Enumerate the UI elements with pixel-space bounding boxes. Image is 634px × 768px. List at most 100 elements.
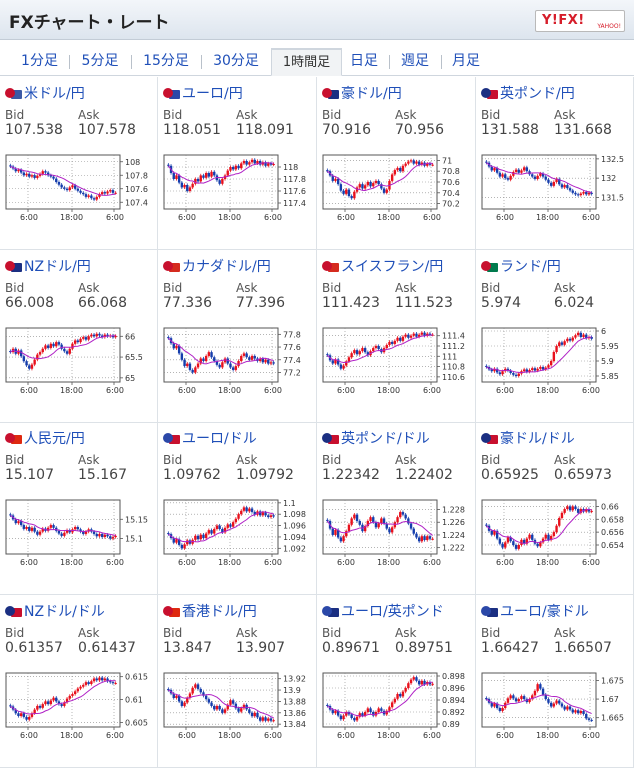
pair-link[interactable]: カナダドル/円 [163, 257, 271, 275]
tab-divider [131, 55, 132, 69]
candle-body [517, 169, 520, 173]
candle-body [331, 175, 334, 181]
pair-link[interactable]: 英ポンド/円 [481, 84, 575, 102]
mini-candlestick-chart[interactable]: 65.955.95.856:00 18:00 6:00 [480, 326, 628, 410]
x-tick-label: 6:00 [582, 213, 600, 222]
candle-body [536, 543, 539, 547]
tab-30min[interactable]: 30分足 [213, 53, 259, 69]
tab-weekly[interactable]: 週足 [401, 53, 429, 69]
x-tick-label: 6:00 [106, 213, 124, 222]
pair-link[interactable]: スイスフラン/円 [322, 257, 443, 275]
tab-daily[interactable]: 日足 [350, 53, 378, 69]
y-tick-label: 1.096 [283, 522, 306, 531]
candle-body [585, 713, 588, 719]
x-tick-label: 6:00 [337, 213, 355, 222]
candle-body [420, 536, 424, 542]
pair-link[interactable]: 英ポンド/ドル [322, 429, 430, 447]
ask-value: 70.956 [395, 122, 444, 138]
page-title: FXチャート・レート [9, 13, 170, 33]
candle-body [111, 335, 115, 338]
candle-body [87, 195, 90, 197]
tab-1min[interactable]: 1分足 [21, 53, 58, 69]
pair-link[interactable]: NZドル/円 [5, 257, 91, 275]
mini-candlestick-chart[interactable]: 15.15 15.1 6:00 18:00 6:00 [4, 498, 152, 582]
y-tick-label: 117.4 [283, 199, 306, 208]
flag-quote-icon [487, 435, 498, 444]
y-tick-label: 13.9 [283, 686, 301, 695]
flag-base-icon [322, 433, 332, 443]
x-tick-label: 18:00 [60, 213, 83, 222]
tab-monthly[interactable]: 月足 [452, 53, 480, 69]
candle-body [426, 333, 429, 336]
candle-body [509, 175, 512, 180]
yjfx-logo[interactable]: Y!FX! YAHOO! [535, 10, 625, 32]
moving-average-line [10, 166, 116, 196]
pair-link[interactable]: 米ドル/円 [5, 84, 85, 102]
y-tick-label: 70.4 [442, 189, 460, 198]
candle-body [380, 184, 383, 189]
tab-5min[interactable]: 5分足 [81, 53, 119, 69]
candle-body [84, 682, 88, 685]
y-tick-label: 5.9 [601, 357, 614, 366]
candle-body [41, 528, 44, 532]
tab-1hour[interactable]: 1時間足 [271, 48, 342, 76]
pair-link[interactable]: ユーロ/円 [163, 84, 243, 102]
pair-link[interactable]: ユーロ/英ポンド [322, 602, 444, 620]
pair-link[interactable]: 香港ドル/円 [163, 602, 257, 620]
y-tick-label: 77.4 [283, 356, 301, 365]
candle-body [544, 694, 547, 700]
pair-name: NZドル/ドル [24, 604, 105, 620]
candle-body [82, 684, 85, 687]
x-tick-label: 6:00 [178, 386, 196, 395]
y-tick-label: 0.615 [125, 673, 148, 682]
candle-body [558, 178, 561, 185]
pair-link[interactable]: ランド/円 [481, 257, 561, 275]
candle-body [358, 713, 361, 717]
currency-flags-icon [481, 432, 498, 444]
candle-body [82, 531, 85, 534]
candle-body [485, 365, 488, 367]
candle-body [22, 525, 26, 529]
candle-body [55, 342, 58, 347]
tab-15min[interactable]: 15分足 [143, 53, 189, 69]
pair-name: カナダドル/円 [182, 259, 271, 275]
candle-body [36, 175, 39, 178]
candle-body [361, 184, 364, 189]
candle-body [68, 348, 71, 354]
candle-body [377, 180, 380, 185]
pair-link[interactable]: NZドル/ドル [5, 602, 105, 620]
flag-base-icon [5, 606, 15, 616]
tab-divider [69, 55, 70, 69]
bid-label: Bid [481, 281, 501, 295]
pair-link[interactable]: 豪ドル/円 [322, 84, 402, 102]
x-tick-label: 6:00 [178, 213, 196, 222]
candle-body [19, 350, 23, 357]
candle-body [245, 353, 248, 358]
candle-body [196, 363, 200, 368]
candle-body [103, 678, 107, 681]
y-tick-label: 1.226 [442, 518, 465, 527]
pair-link[interactable]: ユーロ/ドル [163, 429, 257, 447]
mini-candlestick-chart[interactable]: 77.877.677.477.26:00 18:00 6:00 [162, 326, 310, 410]
currency-flags-icon [481, 605, 498, 617]
x-tick-label: 6:00 [264, 213, 282, 222]
bid-label: Bid [5, 108, 25, 122]
mini-candlestick-chart[interactable]: 132.5 132 131.5 6:00 18:00 6:00 [480, 153, 628, 237]
pair-link[interactable]: ユーロ/豪ドル [481, 602, 589, 620]
pair-link[interactable]: 豪ドル/ドル [481, 429, 575, 447]
candle-body [242, 507, 246, 511]
x-tick-label: 18:00 [536, 213, 559, 222]
pair-link[interactable]: 人民元/円 [5, 429, 85, 447]
